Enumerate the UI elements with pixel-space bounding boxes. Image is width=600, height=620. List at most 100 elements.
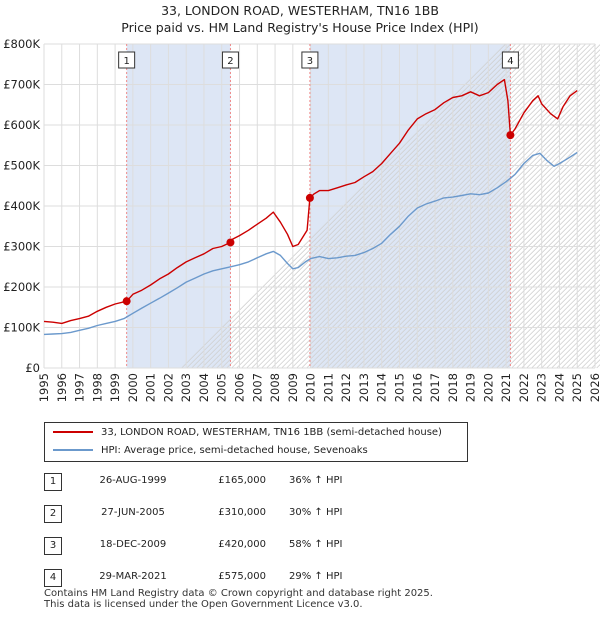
x-tick-label: 2019	[464, 373, 478, 402]
x-tick-label: 2003	[179, 373, 193, 402]
x-tick-label: 2018	[446, 373, 460, 402]
sale-point	[305, 193, 314, 202]
x-tick-label: 1996	[55, 373, 69, 402]
chart-legend: 33, LONDON ROAD, WESTERHAM, TN16 1BB (se…	[44, 422, 468, 462]
x-tick-label: 1998	[90, 373, 104, 402]
future-hatch-line	[481, 249, 600, 369]
x-tick-label: 2023	[535, 373, 549, 402]
sale-marker-box	[501, 51, 519, 69]
sale-point	[226, 238, 235, 247]
x-tick-label: 2025	[570, 373, 584, 402]
future-hatch-line	[461, 229, 600, 369]
future-hatch-line	[511, 279, 600, 369]
sale-date: 27-JUN-2005	[101, 507, 165, 518]
footer-line-copyright: Contains HM Land Registry data © Crown c…	[44, 588, 433, 599]
future-hatch-line	[476, 244, 600, 369]
x-tick-label: 2015	[392, 373, 406, 402]
legend-item-property: 33, LONDON ROAD, WESTERHAM, TN16 1BB (se…	[53, 425, 442, 441]
legend-item-hpi: HPI: Average price, semi-detached house,…	[53, 443, 368, 459]
chart-title: 33, LONDON ROAD, WESTERHAM, TN16 1BB	[161, 3, 439, 18]
sale-date: 29-MAR-2021	[99, 571, 167, 582]
y-tick-label: £500K	[3, 159, 40, 173]
x-tick-label: 2008	[268, 373, 282, 402]
sale-price: £310,000	[218, 507, 266, 518]
future-hatch-line	[516, 284, 600, 369]
sale-row: 1 26-AUG-1999 £165,000 36% ↑ HPI	[44, 470, 444, 502]
future-hatch-line	[446, 214, 600, 369]
future-hatch-line	[531, 299, 600, 369]
future-hatch-line	[441, 209, 600, 369]
x-tick-label: 2001	[144, 373, 158, 402]
x-tick-label: 2000	[126, 373, 140, 402]
sale-marker-box	[118, 51, 136, 69]
sale-price: £575,000	[218, 571, 266, 582]
future-hatch-line	[521, 289, 600, 369]
x-tick-label: 2005	[215, 373, 229, 402]
sale-number-badge: 3	[44, 537, 62, 555]
future-hatch-line	[541, 309, 600, 369]
x-tick-label: 2020	[481, 373, 495, 402]
x-tick-label: 2022	[517, 373, 531, 402]
y-tick-label: £700K	[3, 78, 40, 92]
y-tick-label: £300K	[3, 240, 40, 254]
x-tick-label: 2010	[304, 373, 318, 402]
future-hatch-line	[466, 234, 600, 369]
x-tick-label: 2006	[233, 373, 247, 402]
sale-row: 3 18-DEC-2009 £420,000 58% ↑ HPI	[44, 534, 444, 566]
x-tick-label: 2011	[321, 373, 335, 402]
future-hatch-line	[491, 259, 600, 369]
property-price-line	[43, 78, 578, 325]
sale-row: 2 27-JUN-2005 £310,000 30% ↑ HPI	[44, 502, 444, 534]
sale-number-badge: 4	[44, 569, 62, 587]
sale-hpi-diff: 58% ↑ HPI	[289, 539, 343, 550]
sale-price: £420,000	[218, 539, 266, 550]
x-tick-label: 2009	[286, 373, 300, 402]
x-tick-label: 2017	[428, 373, 442, 402]
x-tick-label: 2002	[161, 373, 175, 402]
chart-subtitle: Price paid vs. HM Land Registry's House …	[121, 20, 479, 35]
x-tick-label: 1999	[108, 373, 122, 402]
future-hatch-line	[496, 264, 600, 369]
future-hatch-line	[506, 274, 600, 369]
y-tick-label: £100K	[3, 321, 40, 335]
x-tick-label: 2007	[250, 373, 264, 402]
sale-hpi-diff: 36% ↑ HPI	[289, 475, 343, 486]
sale-marker-box	[301, 51, 319, 69]
x-tick-label: 2012	[339, 373, 353, 402]
future-hatch-line	[501, 269, 600, 369]
y-tick-label: £600K	[3, 118, 40, 132]
future-hatch-line	[526, 294, 600, 369]
sale-hpi-diff: 30% ↑ HPI	[289, 507, 343, 518]
sale-point	[122, 297, 131, 306]
sale-number-badge: 2	[44, 505, 62, 523]
x-tick-label: 1995	[37, 373, 51, 402]
future-hatch-line	[436, 204, 600, 369]
sale-number-badge: 1	[44, 473, 62, 491]
sale-hpi-diff: 29% ↑ HPI	[289, 571, 343, 582]
sale-marker-label: 1	[123, 56, 129, 67]
x-tick-label: 2004	[197, 373, 211, 402]
sales-table: 1 26-AUG-1999 £165,000 36% ↑ HPI 2 27-JU…	[44, 470, 444, 598]
x-tick-label: 2021	[499, 373, 513, 402]
hpi-line	[43, 151, 578, 336]
x-tick-label: 2026	[588, 373, 600, 402]
y-tick-label: £200K	[3, 280, 40, 294]
sale-marker-label: 2	[227, 56, 233, 67]
future-hatch-line	[536, 304, 600, 369]
footer-attribution: Contains HM Land Registry data © Crown c…	[44, 588, 433, 610]
x-tick-label: 2016	[410, 373, 424, 402]
sale-point	[506, 131, 515, 140]
y-tick-label: £800K	[3, 37, 40, 51]
sale-date: 26-AUG-1999	[99, 475, 167, 486]
footer-line-licence: This data is licensed under the Open Gov…	[44, 599, 363, 610]
sale-marker-label: 3	[307, 56, 313, 67]
sale-marker-box	[221, 51, 239, 69]
legend-swatch-hpi	[53, 449, 93, 451]
y-tick-label: £0	[25, 361, 40, 375]
sale-date: 18-DEC-2009	[99, 539, 167, 550]
future-hatch-line	[486, 254, 600, 369]
legend-label-hpi: HPI: Average price, semi-detached house,…	[101, 445, 368, 456]
sale-row: 4 29-MAR-2021 £575,000 29% ↑ HPI	[44, 566, 444, 598]
legend-label-property: 33, LONDON ROAD, WESTERHAM, TN16 1BB (se…	[101, 427, 442, 438]
x-tick-label: 2014	[375, 373, 389, 402]
